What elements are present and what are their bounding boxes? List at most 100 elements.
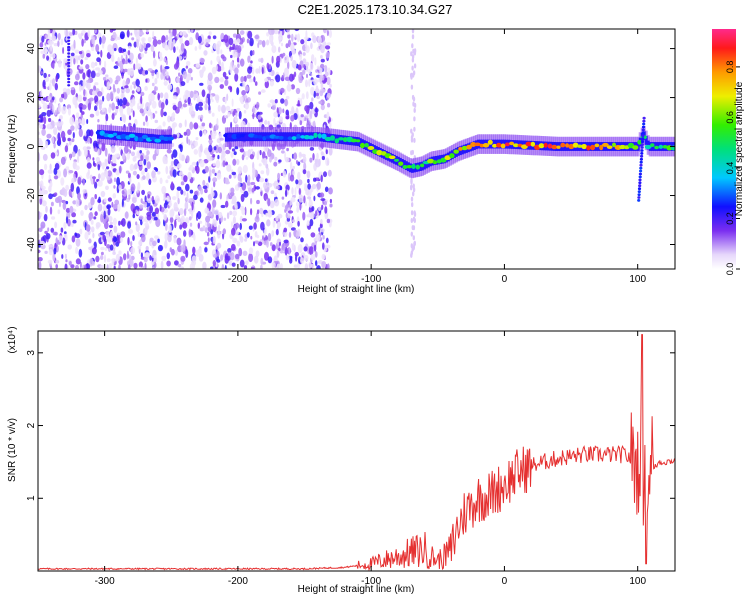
- heatmap-noise-cell: [180, 255, 186, 262]
- heatmap-spike-cell: [638, 172, 643, 176]
- heatmap-noise-cell: [119, 165, 122, 174]
- heatmap-ridge-peak: [137, 137, 144, 142]
- heatmap-streak-cell: [67, 84, 71, 87]
- heatmap-noise-cell: [121, 218, 126, 227]
- heatmap-noise-cell: [230, 121, 233, 129]
- heatmap-noise-cell: [413, 116, 416, 122]
- heatmap-noise-cell: [185, 128, 191, 137]
- heatmap-noise-cell: [254, 231, 258, 238]
- heatmap-noise-cell: [65, 207, 71, 213]
- heatmap-noise-cell: [186, 76, 189, 81]
- heatmap-noise-cell: [63, 189, 68, 198]
- heatmap-noise-cell: [144, 86, 148, 91]
- heatmap-noise-cell: [291, 42, 294, 51]
- heatmap-noise-cell: [263, 182, 268, 189]
- heatmap-noise-cell: [152, 112, 156, 119]
- heatmap-noise-cell: [286, 83, 292, 92]
- heatmap-streak-cell: [67, 36, 71, 39]
- heatmap-noise-cell: [136, 185, 139, 194]
- heatmap-noise-cell: [308, 261, 312, 269]
- heatmap-noise-cell: [288, 231, 292, 238]
- heatmap-noise-cell: [195, 137, 199, 141]
- heatmap-noise-cell: [294, 34, 298, 38]
- heatmap-noise-cell: [112, 203, 118, 210]
- heatmap-noise-cell: [145, 115, 148, 123]
- heatmap-noise-cell: [238, 247, 243, 257]
- heatmap-noise-cell: [113, 185, 116, 189]
- heatmap-noise-cell: [216, 118, 219, 126]
- heatmap-noise-cell: [75, 238, 81, 247]
- heatmap-noise-cell: [172, 196, 177, 201]
- heatmap-noise-cell: [91, 90, 97, 96]
- heatmap-noise-cell: [257, 42, 260, 49]
- heatmap-noise-cell: [303, 254, 309, 262]
- heatmap-noise-cell: [125, 79, 129, 87]
- heatmap-noise-cell: [184, 40, 190, 47]
- heatmap-noise-cell: [276, 221, 282, 228]
- heatmap-noise-cell: [90, 219, 94, 225]
- heatmap-noise-cell: [122, 97, 127, 106]
- heatmap-noise-cell: [60, 177, 65, 186]
- heatmap-noise-cell: [75, 258, 81, 265]
- heatmap-noise-cell: [132, 214, 136, 219]
- heatmap-noise-cell: [56, 121, 62, 127]
- heatmap-noise-cell: [129, 177, 132, 184]
- heatmap-noise-cell: [200, 57, 205, 64]
- heatmap-noise-cell: [159, 204, 162, 212]
- heatmap-noise-cell: [38, 152, 41, 162]
- heatmap-noise-cell: [249, 154, 254, 160]
- heatmap-noise-cell: [411, 202, 414, 208]
- heatmap-noise-cell: [234, 201, 238, 209]
- snr-panel: -300 -200 -100 0 100 1 2 3 Height of straight …: [7, 326, 676, 595]
- heatmap-ridge-peak: [393, 158, 400, 162]
- heatmap-noise-cell: [162, 121, 166, 127]
- heatmap-noise-cell: [63, 221, 67, 230]
- heatmap-ridge-peak: [427, 158, 435, 164]
- heatmap-noise-cell: [178, 122, 183, 128]
- heatmap-noise-cell: [410, 196, 414, 202]
- heatmap-noise-cell: [281, 150, 285, 154]
- heatmap-ridge-band: [418, 162, 422, 171]
- heatmap-streak-cell: [67, 68, 71, 71]
- heatmap-noise-cell: [239, 259, 245, 268]
- heatmap-noise-cell: [72, 219, 77, 224]
- heatmap-noise-cell: [111, 258, 115, 266]
- heatmap-noise-cell: [204, 165, 209, 173]
- heatmap-ridge-peak: [350, 138, 358, 143]
- heatmap-noise-cell: [179, 31, 183, 36]
- heatmap-noise-cell: [321, 155, 325, 161]
- heatmap-noise-cell: [80, 85, 85, 91]
- heatmap-noise-cell: [128, 115, 132, 121]
- heatmap-streak-cell: [67, 58, 71, 62]
- heatmap-noise-cell: [239, 236, 244, 243]
- heatmap-noise-cell: [239, 96, 244, 103]
- snr-frame: [37, 330, 676, 572]
- heatmap-noise-cell: [84, 132, 87, 137]
- heatmap-noise-cell: [324, 186, 329, 193]
- heatmap-noise-cell: [95, 67, 101, 71]
- heatmap-noise-cell: [225, 115, 229, 119]
- heatmap-noise-cell: [138, 240, 143, 246]
- heatmap-noise-cell: [137, 102, 140, 111]
- heatmap-noise-cell: [126, 250, 129, 260]
- heatmap-noise-cell: [221, 104, 226, 114]
- heatmap-noise-cell: [278, 159, 282, 163]
- heatmap-noise-cell: [302, 155, 307, 164]
- heatmap-noise-cell: [282, 108, 285, 114]
- heatmap-noise-cell: [326, 218, 331, 224]
- heatmap-noise-cell: [133, 83, 136, 89]
- heatmap-noise-cell: [174, 219, 177, 229]
- heatmap-noise-cell: [229, 86, 233, 93]
- heatmap-noise-cell: [234, 67, 239, 75]
- heatmap-ridge-peak: [303, 135, 310, 140]
- heatmap-noise-cell: [132, 170, 137, 176]
- heatmap-noise-cell: [188, 139, 191, 146]
- heatmap-noise-cell: [71, 212, 76, 218]
- heatmap-noise-cell: [168, 202, 173, 207]
- heatmap-noise-cell: [38, 139, 43, 148]
- heatmap-noise-cell: [116, 36, 121, 41]
- heatmap-noise-cell: [87, 169, 90, 176]
- heatmap-noise-cell: [49, 265, 53, 269]
- heatmap-noise-cell: [225, 149, 231, 155]
- heatmap-noise-cell: [84, 264, 87, 269]
